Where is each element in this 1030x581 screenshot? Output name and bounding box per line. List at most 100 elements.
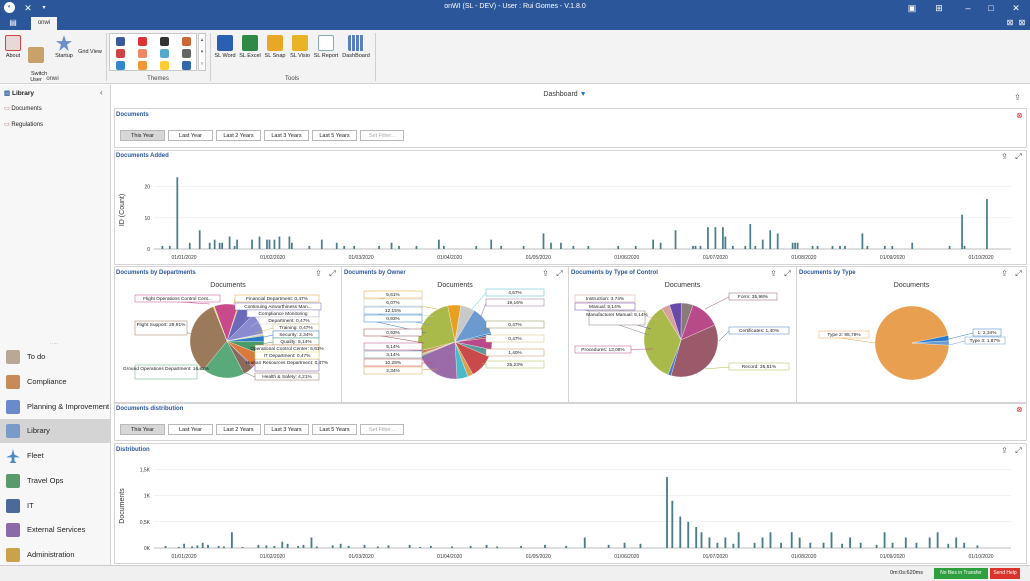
- bar: [258, 236, 261, 249]
- expand-icon[interactable]: ⤢: [1015, 446, 1022, 455]
- filter-set[interactable]: Set Filter...: [360, 424, 404, 435]
- close-tab-icon[interactable]: ⊠: [1018, 18, 1026, 27]
- nav-compliance[interactable]: Compliance: [0, 370, 111, 394]
- filter-this-year[interactable]: This Year: [120, 130, 165, 141]
- slice-label: 3,14%: [386, 352, 400, 358]
- nav-planning[interactable]: Planning & Improvement: [0, 395, 111, 419]
- tab-onwi[interactable]: onwi: [31, 17, 57, 30]
- ribbon-separator: [210, 33, 211, 81]
- nav-fleet[interactable]: Fleet: [0, 444, 111, 468]
- sl-excel-button[interactable]: SL Excel: [238, 35, 262, 59]
- expand-icon[interactable]: ⤢: [556, 269, 563, 278]
- sl-snap-button[interactable]: SL Snap: [263, 35, 287, 59]
- menu-icon[interactable]: ▤: [9, 18, 17, 27]
- bar: [241, 546, 244, 548]
- export-icon[interactable]: ⇪: [1001, 152, 1008, 161]
- bar: [639, 543, 642, 548]
- filter-icon[interactable]: ▼: [579, 91, 587, 98]
- theme-icon[interactable]: [138, 49, 147, 58]
- themes-gallery[interactable]: [109, 33, 197, 71]
- maximize-icon[interactable]: □: [988, 3, 994, 13]
- restore-icon[interactable]: ▣: [907, 3, 917, 13]
- tools-icon[interactable]: ✕: [24, 3, 32, 13]
- theme-icon[interactable]: [116, 49, 125, 58]
- transfer-status[interactable]: No files in Transfer: [934, 568, 988, 579]
- sl-report-button[interactable]: SL Report: [313, 35, 339, 59]
- theme-icon[interactable]: [160, 61, 169, 70]
- filter-last-3-years[interactable]: Last 3 Years: [264, 130, 309, 141]
- theme-icon[interactable]: [116, 37, 125, 46]
- switch-user-button[interactable]: Switch User: [24, 35, 48, 89]
- filter-last-2-years[interactable]: Last 2 Years: [216, 130, 261, 141]
- export-icon[interactable]: ⇪: [1014, 93, 1021, 102]
- slice-label: Department: 0,47%: [268, 318, 310, 324]
- filter-last-year[interactable]: Last Year: [168, 424, 213, 435]
- clear-filter-icon[interactable]: ⊗: [1016, 111, 1023, 120]
- export-icon[interactable]: ⇪: [315, 269, 322, 278]
- bar: [288, 236, 291, 249]
- export-icon[interactable]: ⇪: [542, 269, 549, 278]
- splitter-handle[interactable]: ·····: [50, 341, 59, 347]
- pie-title: Documents: [665, 282, 701, 289]
- y-tick-label: 1K: [144, 494, 151, 500]
- dropdown-icon[interactable]: ▾: [42, 5, 46, 11]
- slice-label: 12,15%: [385, 308, 402, 314]
- theme-icon[interactable]: [116, 61, 125, 70]
- bar: [335, 242, 338, 249]
- expand-icon[interactable]: ⤢: [1015, 152, 1022, 161]
- filter-last-2-years[interactable]: Last 2 Years: [216, 424, 261, 435]
- status-bar: 0m:0s:620ms No files in Transfer Send He…: [0, 565, 1030, 581]
- expand-icon[interactable]: ⤢: [784, 269, 791, 278]
- filter-last-year[interactable]: Last Year: [168, 130, 213, 141]
- library-item-regulations[interactable]: ▭ Regulations: [4, 121, 43, 128]
- slice-label: 10,28%: [385, 360, 402, 366]
- nav-library[interactable]: Library: [0, 419, 111, 443]
- theme-icon[interactable]: [182, 61, 191, 70]
- documents-added-chart: ID (Count) 0 10 20 01/01/2020 01/02/2020 01/03…: [119, 177, 1011, 261]
- grid-icon[interactable]: ⊞: [935, 3, 943, 13]
- slice-label: 0,47%: [508, 322, 522, 328]
- expand-icon[interactable]: ⤢: [1015, 269, 1022, 278]
- theme-icon[interactable]: [182, 49, 191, 58]
- filter-this-year[interactable]: This Year: [120, 424, 165, 435]
- minimize-icon[interactable]: –: [965, 3, 971, 13]
- filter-last-5-years[interactable]: Last 5 Years: [312, 130, 357, 141]
- theme-icon[interactable]: [182, 37, 191, 46]
- theme-icon[interactable]: [160, 49, 169, 58]
- about-button[interactable]: About: [3, 35, 23, 59]
- bar: [652, 239, 654, 249]
- filter-last-5-years[interactable]: Last 5 Years: [312, 424, 357, 435]
- theme-icon[interactable]: [160, 37, 169, 46]
- filter-set[interactable]: Set Filter...: [360, 130, 404, 141]
- library-item-documents[interactable]: ▭ Documents: [4, 105, 42, 112]
- nav-administration[interactable]: Administration: [0, 543, 111, 567]
- close-icon[interactable]: ✕: [1012, 3, 1020, 13]
- sl-visio-button[interactable]: SL Visio: [288, 35, 312, 59]
- bar: [273, 545, 276, 548]
- grid-view-button[interactable]: Grid View: [77, 49, 103, 55]
- collapse-icon[interactable]: ‹: [100, 88, 103, 97]
- gallery-scroll[interactable]: ▴ ▾ ▿: [198, 33, 206, 71]
- bar: [687, 521, 690, 548]
- filter-last-3-years[interactable]: Last 3 Years: [264, 424, 309, 435]
- pie-title: Documents: [437, 282, 473, 289]
- bar: [875, 544, 878, 548]
- export-icon[interactable]: ⇪: [1001, 446, 1008, 455]
- expand-icon[interactable]: ⤢: [329, 269, 336, 278]
- bar: [859, 542, 862, 548]
- export-icon[interactable]: ⇪: [770, 269, 777, 278]
- export-icon[interactable]: ⇪: [1001, 269, 1008, 278]
- send-help-button[interactable]: Send Help: [990, 568, 1020, 579]
- theme-icon[interactable]: [138, 61, 147, 70]
- dashboard-button[interactable]: DashBoard: [341, 35, 371, 59]
- snap-icon: [267, 35, 283, 51]
- clear-filter-icon[interactable]: ⊗: [1016, 405, 1023, 414]
- dock-icon[interactable]: ⊠: [1006, 18, 1014, 27]
- theme-icon[interactable]: [138, 37, 147, 46]
- nav-to-do[interactable]: To do: [0, 345, 111, 369]
- nav-travel-ops[interactable]: Travel Ops: [0, 469, 111, 493]
- nav-external-services[interactable]: External Services: [0, 518, 111, 542]
- nav-it[interactable]: IT: [0, 494, 111, 518]
- startup-button[interactable]: Startup: [52, 35, 76, 59]
- sl-word-button[interactable]: SL Word: [214, 35, 236, 59]
